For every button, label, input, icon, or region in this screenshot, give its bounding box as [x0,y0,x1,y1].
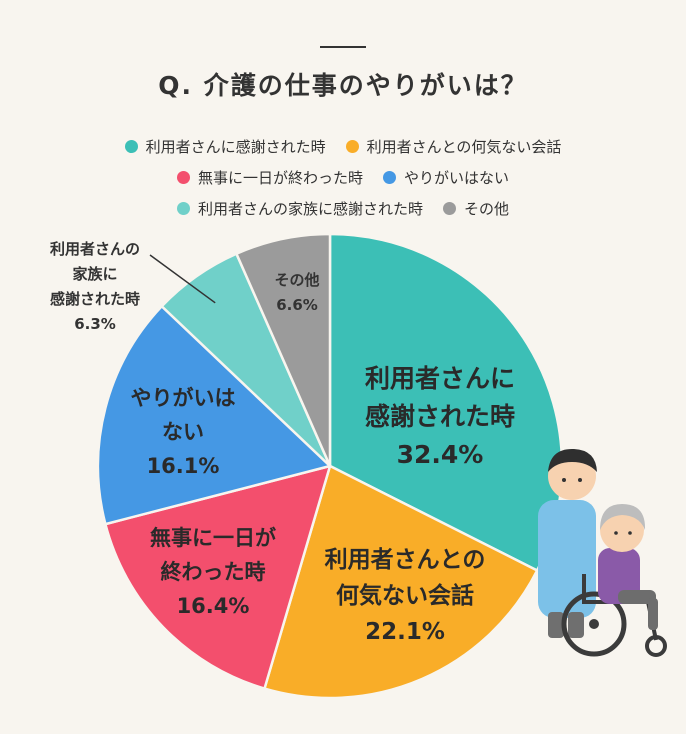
legend-swatch [443,201,456,215]
legend-label: その他 [464,199,510,218]
passenger-head [600,508,644,552]
caregiver-eye [562,478,566,482]
slice-label: やりがいはない 16.1% [131,386,236,478]
legend-swatch [176,170,190,184]
pie-slice [96,305,332,526]
slice-name-label: 感謝された時 [365,402,515,431]
slice-name-label: 無事に一日が [150,526,276,550]
chart-title: Q. 介護の仕事のやりがいは？ [158,71,528,100]
passenger-leg [648,598,658,630]
slice-name-label: 利用者さんとの [325,547,486,573]
slice-label: その他 6.6% [274,271,319,314]
passenger-lap [618,590,656,604]
wheelchair-wheel [561,591,627,657]
slice-label: 利用者さんの家族に感謝された時 6.3% [50,240,140,333]
slice-name-label: その他 [274,271,319,289]
slice-name-label: 何気ない会話 [336,582,474,609]
slice-value-label: 6.6% [276,296,318,314]
slice-label: 利用者さんとの何気ない会話 22.1% [325,547,486,645]
legend-label: 無事に一日が終わった時 [197,168,363,187]
chart-legend: 利用者さんに感謝された時 利用者さんとの何気ない会話 無事に一日が終わった時 や… [0,133,686,226]
slice-value-label: 6.3% [74,315,116,333]
slice-name-label: 家族に [72,265,117,283]
legend-swatch [124,139,138,153]
legend-row: 利用者さんに感謝された時 利用者さんとの何気ない会話 [0,133,686,159]
caregiver-hair [548,448,597,472]
slice-value-label: 16.1% [147,454,220,478]
legend-swatch [345,139,359,153]
legend-label: やりがいはない [404,168,510,187]
legend-label: 利用者さんの家族に感謝された時 [197,199,423,218]
caregiver-leg [568,612,584,638]
legend-item: 無事に一日が終わった時 [176,167,363,188]
legend-label: 利用者さんに感謝された時 [145,137,326,156]
slice-name-label: 利用者さんの [50,240,140,258]
leader-line [149,254,216,304]
passenger-eye [614,531,618,535]
slice-name-label: ない [162,420,204,444]
pie-slice [263,464,539,700]
slice-value-label: 16.4% [177,594,250,618]
legend-item: 利用者さんの家族に感謝された時 [176,198,423,219]
slice-value-label: 32.4% [397,440,484,469]
caregiver-leg [548,612,564,638]
legend-swatch [176,201,190,215]
caregiver-head [548,452,596,500]
legend-row: 無事に一日が終わった時 やりがいはない [0,164,686,190]
slice-name-label: やりがいは [131,386,236,410]
pie-slice [235,232,332,468]
passenger-hair [600,504,646,530]
slice-name-label: 感謝された時 [50,290,140,308]
slice-value-label: 22.1% [365,619,445,645]
slice-label: 無事に一日が終わった時 16.4% [150,526,276,618]
legend-item: 利用者さんとの何気ない会話 [345,136,562,157]
legend-label: 利用者さんとの何気ない会話 [366,137,562,156]
top-rule [320,46,366,48]
legend-row: 利用者さんの家族に感謝された時 その他 [0,195,686,221]
slice-label: 利用者さんに感謝された時 32.4% [365,364,515,469]
legend-item: 利用者さんに感謝された時 [124,136,326,157]
caregiver-body [538,500,596,618]
legend-item: やりがいはない [383,167,509,188]
caregiver-illustration [538,448,667,657]
slice-name-label: 利用者さんに [365,364,515,393]
caregiver-eye [578,478,582,482]
passenger-eye [628,531,632,535]
legend-swatch [383,170,396,184]
legend-item: その他 [443,198,509,219]
wheelchair-hub [589,619,599,629]
slice-name-label: 終わった時 [161,560,266,584]
pie-slice [104,464,332,690]
